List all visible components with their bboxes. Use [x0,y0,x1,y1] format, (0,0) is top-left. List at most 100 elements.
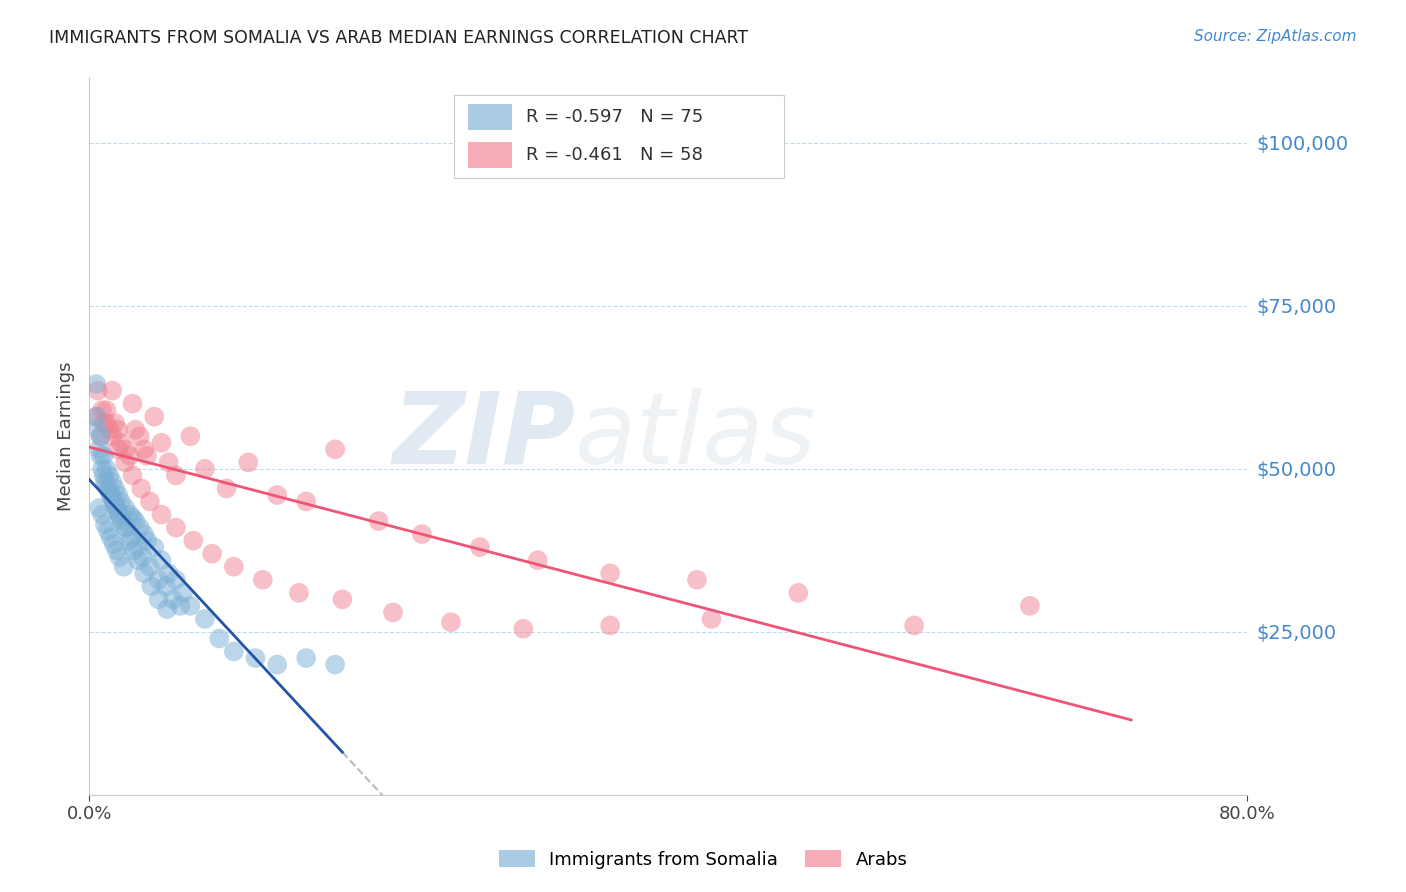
Point [110,510,132,524]
Point [121,468,143,483]
Legend: Immigrants from Somalia, Arabs: Immigrants from Somalia, Arabs [491,843,915,876]
Point [90,449,112,463]
Point [101,384,124,398]
Point [101,475,124,489]
Point [110,494,132,508]
Point [124,423,146,437]
Point [96,478,118,492]
Text: ZIP: ZIP [392,388,575,484]
Point [89,501,111,516]
Point [194,462,217,476]
Point [110,435,132,450]
Point [148,573,170,587]
Point [114,501,136,516]
Point [91,508,114,522]
Point [101,491,124,506]
Point [512,622,534,636]
Point [98,468,121,483]
Point [165,468,187,483]
Point [101,429,124,443]
Point [98,423,121,437]
Point [97,524,120,538]
Point [295,651,318,665]
Point [87,423,110,437]
Text: R = -0.597   N = 75: R = -0.597 N = 75 [526,108,703,126]
Point [96,416,118,430]
Point [93,449,115,463]
Point [118,533,141,548]
Point [323,657,346,672]
Point [150,435,173,450]
Point [114,455,136,469]
Point [87,384,110,398]
FancyBboxPatch shape [468,104,512,130]
Point [382,606,405,620]
Point [411,527,433,541]
Point [91,462,114,476]
Point [181,533,204,548]
Point [114,442,136,457]
Point [179,599,201,613]
Point [132,527,155,541]
Point [103,537,125,551]
Point [245,651,267,665]
Point [114,520,136,534]
Point [124,514,146,528]
Point [96,403,118,417]
Point [215,482,238,496]
Point [266,657,288,672]
Point [131,549,153,564]
Point [323,442,346,457]
Point [121,397,143,411]
Point [440,615,463,630]
Point [686,573,709,587]
Point [98,484,121,499]
Point [194,612,217,626]
Point [266,488,288,502]
Point [162,592,184,607]
Text: atlas: atlas [575,388,817,484]
Y-axis label: Median Earnings: Median Earnings [58,361,75,511]
Point [136,533,159,548]
Point [104,416,127,430]
Point [93,468,115,483]
Point [201,547,224,561]
Point [94,517,117,532]
Point [96,462,118,476]
Point [288,586,311,600]
Point [127,553,149,567]
Point [700,612,723,626]
Point [112,559,135,574]
Point [1018,599,1040,613]
Point [157,566,180,581]
Point [143,409,166,424]
Point [148,592,170,607]
Point [108,549,131,564]
Point [90,429,112,443]
Point [156,602,179,616]
Point [118,449,141,463]
Point [107,488,129,502]
Point [143,540,166,554]
Point [252,573,274,587]
Point [91,403,114,417]
Point [115,520,138,534]
FancyBboxPatch shape [468,142,512,168]
Point [903,618,925,632]
Point [104,482,127,496]
Point [107,504,129,518]
Point [100,488,122,502]
Point [136,449,159,463]
Point [105,543,128,558]
Point [132,566,155,581]
Point [599,566,621,581]
Point [93,416,115,430]
Point [128,429,150,443]
Point [100,530,122,544]
Point [150,553,173,567]
Point [295,494,318,508]
Point [121,510,143,524]
Point [222,644,245,658]
Point [526,553,548,567]
Point [165,520,187,534]
